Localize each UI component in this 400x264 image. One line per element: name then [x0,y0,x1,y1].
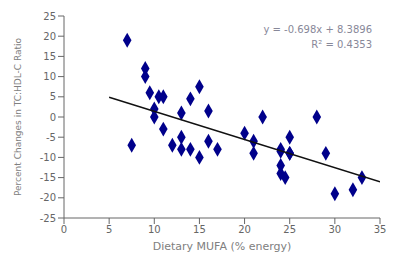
svg-text:-25: -25 [40,213,56,224]
svg-text:-20: -20 [40,192,56,203]
svg-text:5: 5 [50,91,56,102]
svg-text:15: 15 [193,224,206,235]
svg-text:25: 25 [283,224,296,235]
svg-text:15: 15 [43,51,56,62]
svg-text:Percent Changes in TC:HDL-C Ra: Percent Changes in TC:HDL-C Ratio [13,37,23,196]
svg-text:0: 0 [50,112,56,123]
svg-text:-15: -15 [40,172,56,183]
svg-text:25: 25 [43,11,56,22]
html-text:y = -0.698x + 8.3896: y = -0.698x + 8.3896 [263,24,372,35]
svg-text:-10: -10 [40,152,56,163]
svg-text:5: 5 [106,224,112,235]
svg-text:30: 30 [328,224,341,235]
svg-text:0: 0 [61,224,67,235]
svg-text:-5: -5 [46,132,56,143]
svg-text:20: 20 [43,31,56,42]
svg-text:10: 10 [148,224,161,235]
svg-text:35: 35 [374,224,387,235]
svg-text:10: 10 [43,71,56,82]
html-text:R² = 0.4353: R² = 0.4353 [311,39,372,50]
svg-text:Dietary MUFA (% energy): Dietary MUFA (% energy) [153,240,292,253]
svg-text:20: 20 [238,224,251,235]
